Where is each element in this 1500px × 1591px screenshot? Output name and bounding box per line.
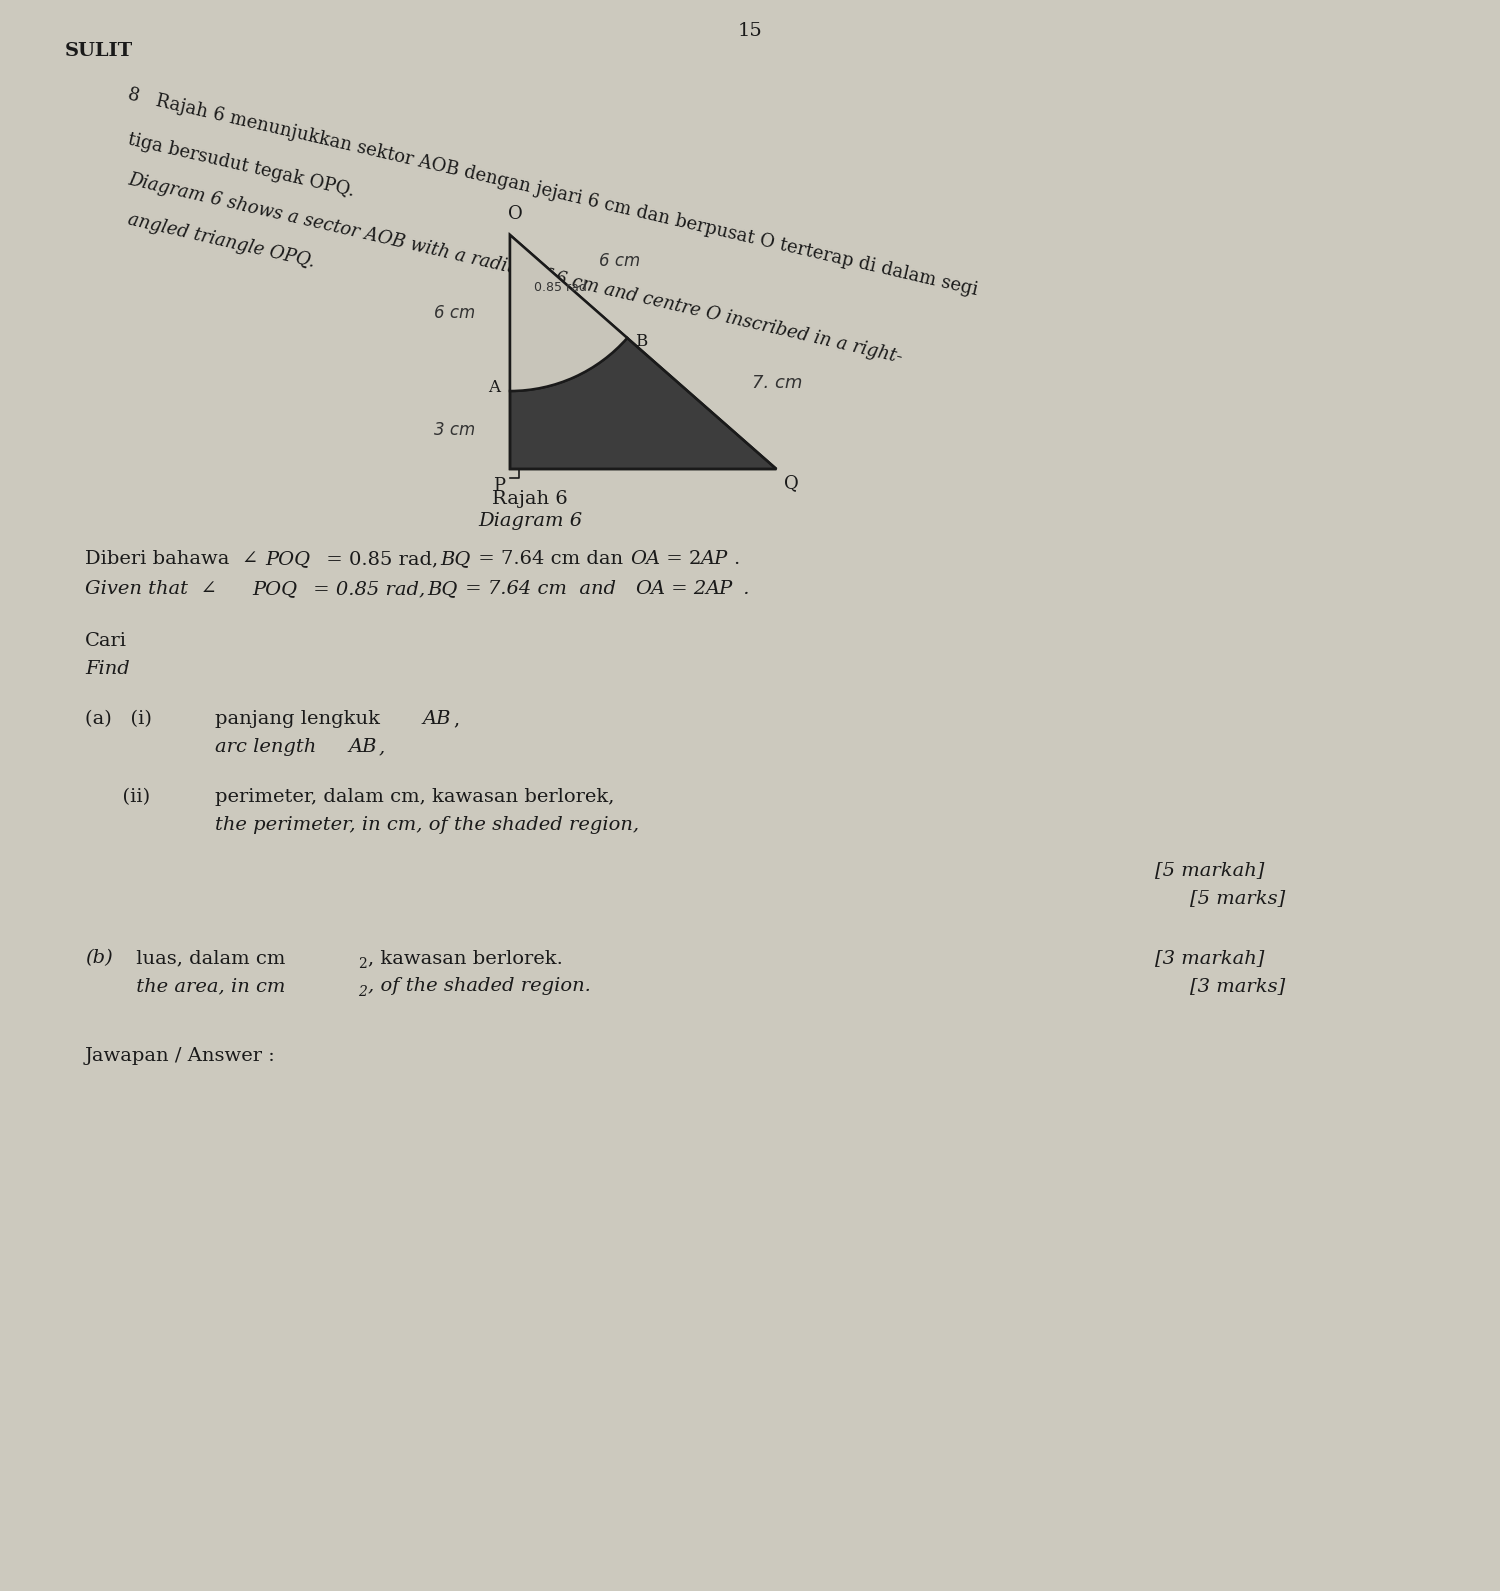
Text: Given that  ∠: Given that ∠ (86, 581, 218, 598)
Text: 6 cm: 6 cm (598, 253, 640, 270)
Text: A: A (488, 380, 500, 396)
Text: = 7.64 cm  and: = 7.64 cm and (459, 581, 628, 598)
Text: the area, in cm: the area, in cm (130, 977, 285, 994)
Text: .: . (734, 550, 740, 568)
Text: B: B (634, 333, 648, 350)
Text: Find: Find (86, 660, 129, 678)
Text: (ii): (ii) (86, 788, 150, 807)
Text: ,: , (453, 710, 459, 729)
Text: 0.85 rad: 0.85 rad (534, 280, 586, 294)
Text: OA: OA (634, 581, 664, 598)
Text: ,: , (380, 738, 386, 756)
Text: panjang lengkuk: panjang lengkuk (214, 710, 387, 729)
Text: O: O (507, 205, 522, 223)
Text: POQ: POQ (252, 581, 297, 598)
Text: 6 cm: 6 cm (435, 304, 476, 321)
Text: [5 markah]: [5 markah] (1155, 861, 1264, 878)
Text: 15: 15 (738, 22, 762, 40)
Text: = 0.85 rad,: = 0.85 rad, (308, 581, 438, 598)
Text: Cari: Cari (86, 632, 128, 651)
Text: AP: AP (700, 550, 727, 568)
Text: [3 marks]: [3 marks] (1190, 977, 1286, 994)
Text: tiga bersudut tegak OPQ.: tiga bersudut tegak OPQ. (126, 130, 357, 200)
Wedge shape (510, 235, 627, 391)
Text: (a)   (i): (a) (i) (86, 710, 152, 729)
Text: = 2: = 2 (660, 550, 702, 568)
Text: .: . (736, 581, 750, 598)
Text: Diberi bahawa  ∠: Diberi bahawa ∠ (86, 550, 258, 568)
Text: AB: AB (348, 738, 376, 756)
Text: 3 cm: 3 cm (435, 422, 476, 439)
Text: BQ: BQ (427, 581, 458, 598)
Text: angled triangle OPQ.: angled triangle OPQ. (126, 210, 316, 270)
Text: perimeter, dalam cm, kawasan berlorek,: perimeter, dalam cm, kawasan berlorek, (214, 788, 615, 807)
Text: Rajah 6: Rajah 6 (492, 490, 568, 508)
Text: POQ: POQ (266, 550, 310, 568)
Text: SULIT: SULIT (64, 41, 134, 60)
Text: 8   Rajah 6 menunjukkan sektor AOB dengan jejari 6 cm dan berpusat O terterap di: 8 Rajah 6 menunjukkan sektor AOB dengan … (126, 84, 980, 299)
Text: , kawasan berlorek.: , kawasan berlorek. (368, 948, 562, 967)
Text: [5 marks]: [5 marks] (1190, 889, 1286, 907)
Text: 2: 2 (358, 958, 366, 971)
Text: = 2: = 2 (664, 581, 706, 598)
Text: Diagram 6 shows a sector AOB with a radius of 6 cm and centre O inscribed in a r: Diagram 6 shows a sector AOB with a radi… (126, 170, 904, 366)
Text: the perimeter, in cm, of the shaded region,: the perimeter, in cm, of the shaded regi… (214, 816, 639, 834)
Text: , of the shaded region.: , of the shaded region. (368, 977, 591, 994)
Text: 2: 2 (358, 985, 368, 999)
Text: arc length: arc length (214, 738, 322, 756)
Text: OA: OA (630, 550, 660, 568)
Text: Jawapan / Answer :: Jawapan / Answer : (86, 1047, 276, 1064)
Text: 7. cm: 7. cm (752, 374, 802, 393)
Text: AP: AP (705, 581, 732, 598)
Polygon shape (510, 337, 777, 469)
Text: = 7.64 cm dan: = 7.64 cm dan (472, 550, 630, 568)
Text: Diagram 6: Diagram 6 (478, 512, 582, 530)
Text: luas, dalam cm: luas, dalam cm (130, 948, 285, 967)
Text: Q: Q (784, 474, 800, 492)
Text: = 0.85 rad,: = 0.85 rad, (320, 550, 450, 568)
Text: BQ: BQ (440, 550, 471, 568)
Text: P: P (494, 477, 506, 495)
Text: AB: AB (422, 710, 450, 729)
Text: (b): (b) (86, 948, 112, 967)
Text: [3 markah]: [3 markah] (1155, 948, 1264, 967)
